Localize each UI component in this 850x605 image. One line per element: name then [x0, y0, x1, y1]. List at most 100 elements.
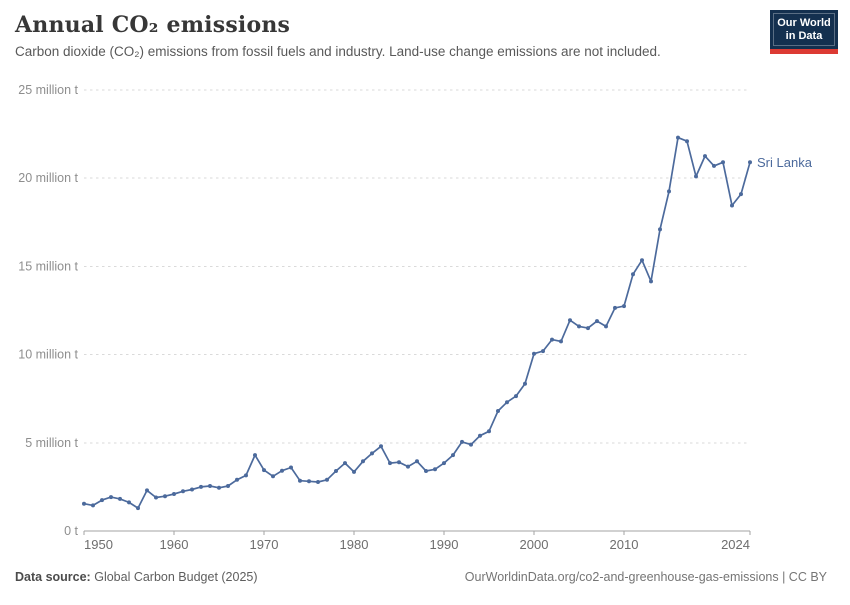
data-point[interactable] — [352, 469, 356, 474]
data-point[interactable] — [379, 444, 383, 449]
y-axis-label: 25 million t — [18, 83, 78, 97]
data-point[interactable] — [586, 326, 590, 331]
data-source-value: Global Carbon Budget (2025) — [94, 570, 258, 584]
data-point[interactable] — [460, 439, 464, 444]
y-axis-label: 5 million t — [25, 436, 78, 450]
data-point[interactable] — [649, 279, 653, 284]
chart-header: Annual CO₂ emissions Carbon dioxide (CO₂… — [15, 12, 835, 59]
chart-footer: Data source: Global Carbon Budget (2025)… — [15, 570, 827, 584]
data-point[interactable] — [487, 429, 491, 434]
data-point[interactable] — [541, 349, 545, 354]
data-point[interactable] — [730, 203, 734, 208]
data-point[interactable] — [469, 442, 473, 447]
data-source-label: Data source: — [15, 570, 91, 584]
data-point[interactable] — [604, 324, 608, 329]
owid-logo[interactable]: Our World in Data — [770, 10, 838, 54]
data-point[interactable] — [451, 453, 455, 458]
data-point[interactable] — [433, 467, 437, 472]
x-axis-label: 1990 — [430, 537, 459, 552]
data-point[interactable] — [298, 478, 302, 483]
data-point[interactable] — [100, 498, 104, 503]
page-title: Annual CO₂ emissions — [15, 12, 291, 38]
data-point[interactable] — [559, 339, 563, 344]
data-point[interactable] — [82, 501, 86, 506]
data-point[interactable] — [280, 468, 284, 473]
data-point[interactable] — [739, 192, 743, 197]
data-point[interactable] — [118, 496, 122, 501]
data-point[interactable] — [307, 479, 311, 484]
data-point[interactable] — [253, 453, 257, 458]
data-point[interactable] — [478, 433, 482, 438]
data-point[interactable] — [568, 318, 572, 323]
data-point[interactable] — [334, 469, 338, 473]
data-point[interactable] — [343, 461, 347, 466]
data-point[interactable] — [631, 272, 635, 277]
data-point[interactable] — [190, 487, 194, 492]
data-point[interactable] — [199, 484, 203, 489]
y-axis-label: 20 million t — [18, 171, 78, 185]
data-point[interactable] — [370, 451, 374, 456]
data-point[interactable] — [424, 469, 428, 473]
data-point[interactable] — [217, 485, 221, 490]
data-point[interactable] — [442, 461, 446, 466]
logo-accent-bar — [770, 49, 838, 54]
data-point[interactable] — [262, 468, 266, 473]
data-point[interactable] — [523, 381, 527, 386]
data-point[interactable] — [595, 319, 599, 324]
data-point[interactable] — [406, 464, 410, 469]
data-point[interactable] — [721, 160, 725, 165]
data-point[interactable] — [208, 484, 212, 488]
chart-subtitle: Carbon dioxide (CO₂) emissions from foss… — [15, 44, 661, 59]
data-point[interactable] — [667, 189, 671, 194]
data-point[interactable] — [532, 351, 536, 356]
data-point[interactable] — [703, 154, 707, 159]
x-axis-label: 1960 — [160, 537, 189, 552]
series-line-sri-lanka[interactable] — [83, 136, 751, 509]
data-point[interactable] — [127, 500, 131, 505]
data-point[interactable] — [577, 324, 581, 329]
logo-line2: in Data — [785, 30, 823, 42]
data-point[interactable] — [748, 160, 752, 165]
x-axis-label: 2000 — [520, 537, 549, 552]
data-point[interactable] — [658, 227, 662, 232]
logo-line1: Our World — [777, 16, 831, 29]
data-point[interactable] — [640, 258, 644, 263]
data-point[interactable] — [172, 492, 176, 496]
data-point[interactable] — [505, 400, 509, 405]
data-point[interactable] — [676, 135, 680, 140]
data-point[interactable] — [244, 473, 248, 478]
data-point[interactable] — [496, 409, 500, 413]
x-axis-label: 1950 — [84, 537, 113, 552]
data-point[interactable] — [712, 163, 716, 168]
data-point[interactable] — [694, 174, 698, 179]
data-point[interactable] — [397, 460, 401, 465]
data-point[interactable] — [316, 480, 320, 484]
data-point[interactable] — [91, 503, 95, 508]
y-axis-label: 15 million t — [18, 259, 78, 273]
data-point[interactable] — [550, 337, 554, 342]
data-point[interactable] — [361, 459, 365, 464]
data-point[interactable] — [271, 474, 275, 479]
data-point[interactable] — [613, 305, 617, 310]
data-point[interactable] — [289, 465, 293, 470]
data-point[interactable] — [136, 506, 140, 511]
data-point[interactable] — [514, 394, 518, 399]
x-axis-label: 1970 — [250, 537, 279, 552]
data-point[interactable] — [685, 139, 689, 144]
data-point[interactable] — [388, 461, 392, 466]
data-point[interactable] — [109, 495, 113, 500]
data-point[interactable] — [145, 488, 149, 493]
data-point[interactable] — [415, 459, 419, 464]
entity-label[interactable]: Sri Lanka — [757, 155, 813, 170]
x-axis-label: 2024 — [721, 537, 750, 552]
license-link[interactable]: OurWorldinData.org/co2-and-greenhouse-ga… — [464, 570, 827, 584]
data-point[interactable] — [325, 477, 329, 482]
data-point[interactable] — [181, 489, 185, 494]
data-point[interactable] — [154, 495, 158, 500]
data-point[interactable] — [235, 477, 239, 482]
data-point[interactable] — [226, 484, 230, 488]
data-point[interactable] — [163, 494, 167, 499]
data-point[interactable] — [622, 304, 626, 309]
